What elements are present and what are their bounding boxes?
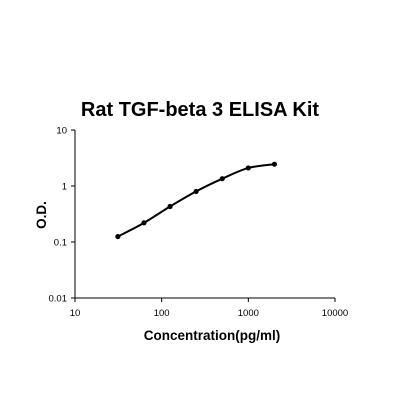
fit-curve [117, 163, 275, 238]
y-tick-label: 1 [62, 182, 67, 193]
x-tick-label: 10 [70, 308, 81, 319]
y-tick-label: 0.01 [49, 294, 68, 305]
y-tick-label: 10 [56, 126, 67, 137]
data-point [193, 188, 199, 195]
x-tick-label: 10000 [322, 308, 348, 319]
x-ticks: 10 100 1000 10000 [70, 298, 348, 319]
data-point [271, 161, 278, 167]
data-point [245, 165, 251, 171]
y-axis-label: O.D. [34, 201, 49, 229]
x-tick-label: 100 [154, 308, 170, 319]
data-point [141, 220, 147, 226]
plot-area [115, 161, 278, 240]
y-tick-label: 0.1 [54, 238, 67, 249]
chart-title: Rat TGF-beta 3 ELISA Kit [81, 99, 320, 121]
data-point [167, 203, 173, 210]
y-ticks: 0.01 0.1 1 10 [49, 126, 75, 305]
data-point [115, 233, 121, 240]
x-axis-label: Concentration(pg/ml) [144, 328, 281, 343]
x-tick-label: 1000 [238, 308, 259, 319]
data-point [219, 176, 225, 182]
